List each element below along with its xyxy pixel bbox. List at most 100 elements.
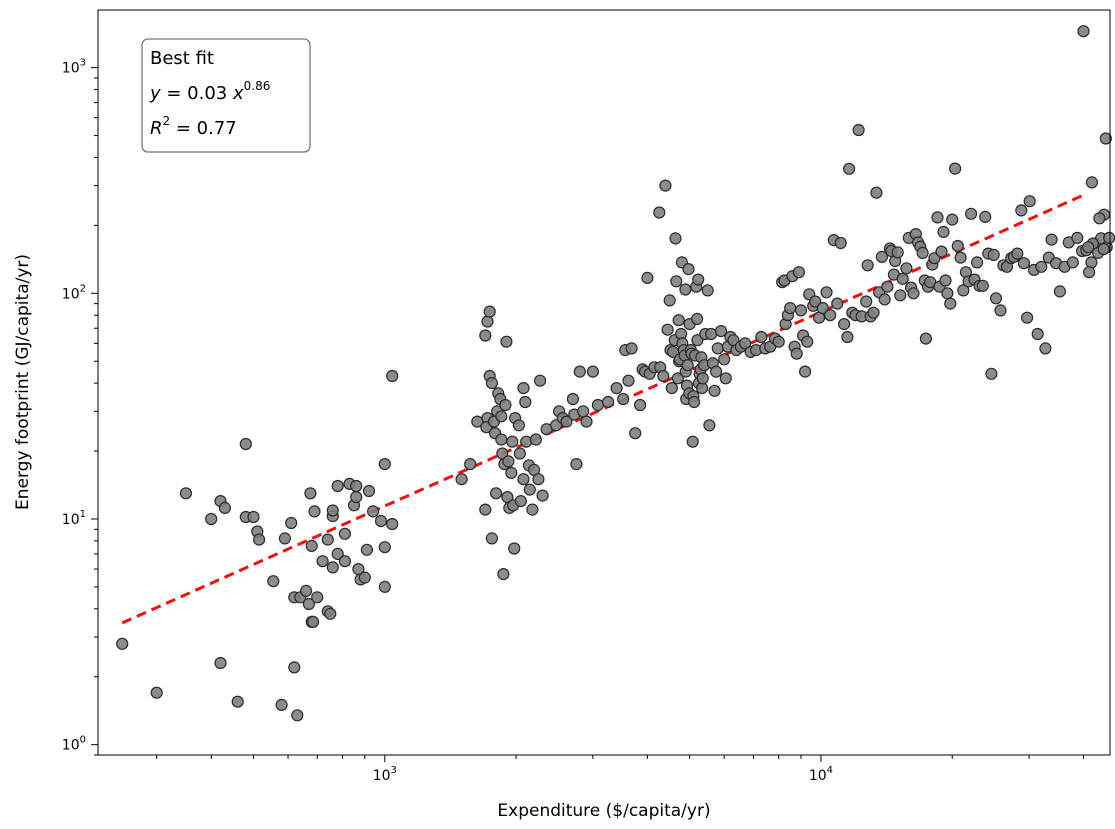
tick-base: 10 bbox=[62, 738, 80, 754]
data-point bbox=[1011, 247, 1024, 260]
data-point bbox=[331, 547, 344, 561]
data-point bbox=[378, 541, 391, 554]
data-point bbox=[490, 487, 503, 500]
data-point bbox=[964, 207, 978, 220]
tick-base: 10 bbox=[62, 286, 80, 302]
data-point bbox=[495, 410, 508, 423]
tick-exponent: 4 bbox=[827, 765, 833, 776]
data-point bbox=[580, 415, 593, 428]
y-tick-label: 102 bbox=[62, 283, 86, 302]
eq-exponent: 0.86 bbox=[244, 79, 271, 93]
tick-base: 10 bbox=[809, 768, 827, 784]
data-point bbox=[671, 372, 685, 385]
data-point bbox=[670, 275, 683, 288]
data-point bbox=[690, 312, 704, 325]
data-point bbox=[601, 395, 615, 409]
data-point bbox=[907, 287, 920, 300]
data-point bbox=[686, 435, 699, 448]
data-point bbox=[941, 287, 954, 300]
data-point bbox=[916, 246, 929, 259]
data-point bbox=[1099, 132, 1112, 145]
data-point bbox=[682, 263, 695, 276]
data-point bbox=[485, 377, 498, 390]
data-point bbox=[957, 284, 970, 297]
data-point bbox=[1066, 256, 1079, 269]
data-point bbox=[307, 615, 320, 629]
data-point bbox=[661, 323, 674, 336]
data-point bbox=[523, 483, 536, 496]
data-point bbox=[326, 504, 339, 517]
eq-coef: = 0.03 bbox=[161, 83, 233, 104]
data-point bbox=[519, 395, 532, 409]
plot-frame bbox=[97, 9, 1111, 756]
data-point bbox=[253, 533, 266, 546]
data-point bbox=[308, 505, 321, 518]
data-point bbox=[679, 283, 692, 296]
data-point bbox=[711, 342, 724, 355]
data-point bbox=[772, 335, 785, 348]
data-point bbox=[150, 686, 163, 699]
data-point bbox=[570, 458, 583, 471]
data-point bbox=[350, 491, 363, 504]
data-point bbox=[326, 561, 339, 574]
data-point bbox=[536, 489, 549, 502]
data-point bbox=[881, 280, 894, 293]
data-point bbox=[358, 571, 371, 584]
r2-r: R bbox=[150, 118, 163, 139]
data-point bbox=[239, 437, 252, 451]
data-point bbox=[1017, 257, 1031, 270]
data-point bbox=[479, 503, 492, 516]
data-point bbox=[976, 279, 989, 292]
data-point bbox=[629, 427, 642, 440]
data-point bbox=[483, 305, 496, 318]
data-point bbox=[860, 295, 873, 308]
data-point bbox=[790, 347, 803, 360]
data-point bbox=[946, 213, 959, 226]
data-point bbox=[703, 419, 716, 432]
data-point bbox=[687, 395, 701, 409]
annotation-title: Best fit bbox=[150, 48, 214, 69]
y-tick-label: 101 bbox=[62, 509, 86, 528]
data-point bbox=[517, 473, 530, 486]
data-point bbox=[852, 123, 865, 137]
r2-exp: 2 bbox=[163, 114, 171, 128]
eq-x: x bbox=[232, 83, 244, 104]
data-point bbox=[665, 382, 678, 395]
data-point bbox=[231, 695, 244, 708]
data-point bbox=[842, 162, 856, 175]
data-point bbox=[305, 539, 318, 553]
data-point bbox=[505, 466, 518, 479]
data-point bbox=[657, 369, 670, 383]
data-point bbox=[324, 607, 337, 620]
data-point bbox=[560, 415, 573, 428]
data-point bbox=[625, 342, 638, 355]
data-point bbox=[691, 334, 704, 347]
data-point bbox=[566, 392, 580, 406]
data-point bbox=[1093, 212, 1106, 225]
data-point bbox=[455, 473, 468, 486]
data-point bbox=[481, 315, 494, 328]
data-point bbox=[718, 353, 731, 366]
data-point bbox=[508, 542, 521, 555]
data-point bbox=[672, 314, 685, 327]
data-point bbox=[985, 367, 998, 380]
annotation-equation: y = 0.03 x0.86 bbox=[149, 79, 270, 104]
data-point bbox=[792, 266, 806, 279]
tick-exponent: 1 bbox=[80, 509, 86, 520]
data-point bbox=[573, 365, 586, 378]
x-tick-label: 103 bbox=[373, 765, 397, 784]
data-point bbox=[801, 335, 814, 348]
data-point bbox=[935, 245, 948, 258]
data-point bbox=[834, 236, 847, 250]
data-point bbox=[701, 284, 714, 297]
data-point bbox=[1085, 256, 1098, 269]
data-point bbox=[1039, 342, 1052, 355]
data-point bbox=[577, 405, 590, 418]
points-layer bbox=[116, 25, 1115, 722]
data-point bbox=[532, 473, 545, 486]
data-point bbox=[378, 580, 391, 594]
data-point bbox=[205, 512, 218, 526]
data-point bbox=[861, 259, 874, 272]
data-point bbox=[841, 330, 854, 344]
data-point bbox=[513, 447, 526, 460]
